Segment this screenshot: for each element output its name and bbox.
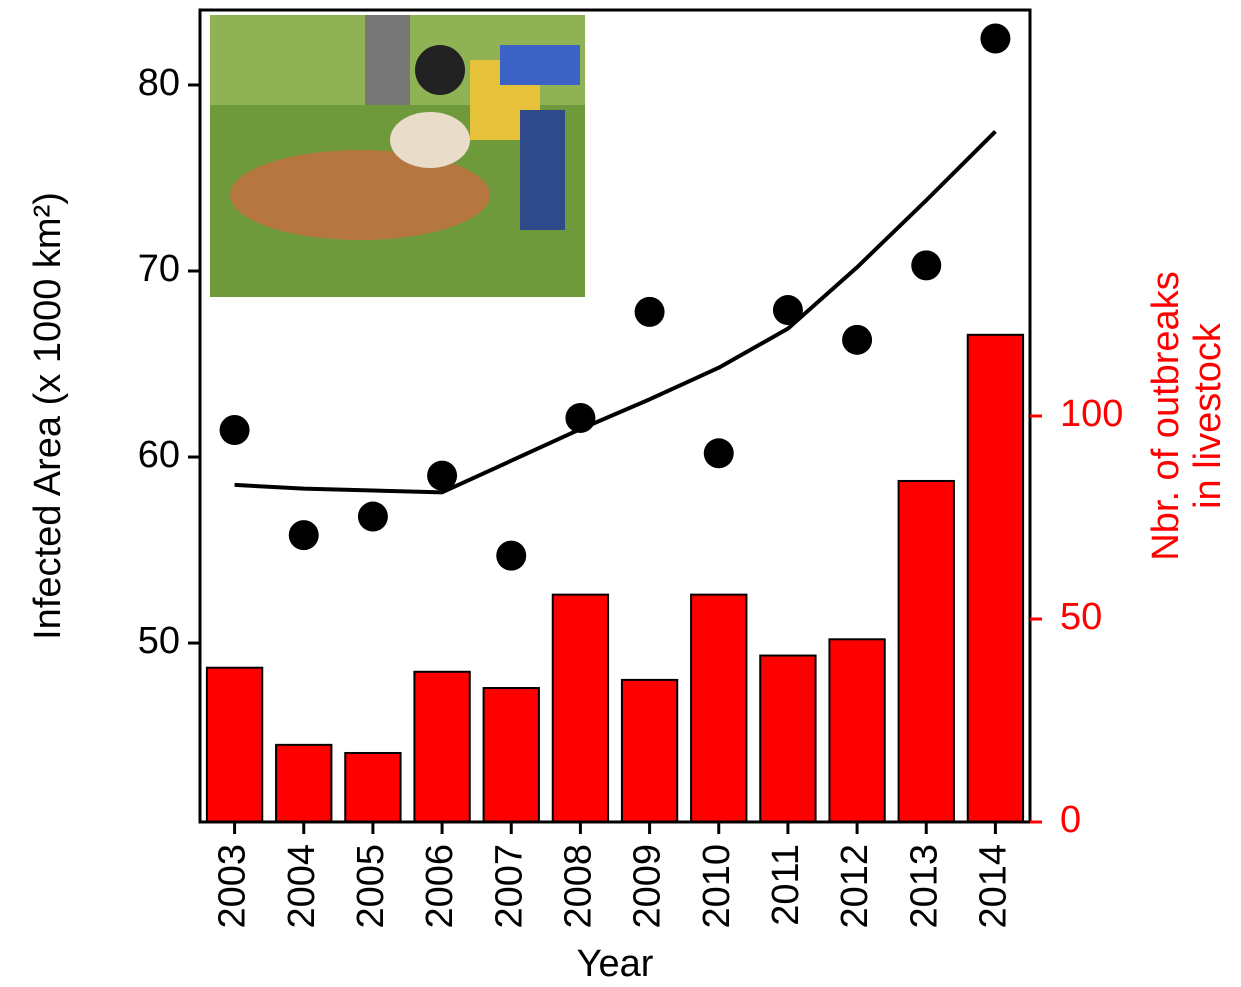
bar: [622, 680, 677, 822]
x-tick-label: 2008: [557, 844, 599, 929]
point: [220, 415, 250, 445]
y2-axis-title: Nbr. of outbreaks: [1145, 271, 1187, 560]
photo-inset: [210, 15, 585, 297]
x-tick-label: 2010: [696, 844, 738, 929]
point: [635, 297, 665, 327]
bar: [276, 745, 331, 822]
bar: [760, 656, 815, 822]
y2-tick-label: 100: [1060, 393, 1123, 435]
bar: [207, 668, 262, 822]
bar: [899, 481, 954, 822]
x-tick-label: 2006: [419, 844, 461, 929]
bar: [484, 688, 539, 822]
x-tick-label: 2009: [627, 844, 669, 929]
bar: [968, 335, 1023, 822]
bar: [553, 595, 608, 822]
x-tick-label: 2011: [765, 844, 807, 926]
y-tick-label: 70: [138, 248, 180, 290]
x-tick-label: 2014: [972, 844, 1014, 929]
bar: [829, 639, 884, 822]
y2-tick-label: 0: [1060, 799, 1081, 841]
chart: Infected Area (x 1000 km²) Nbr. of outbr…: [0, 0, 1241, 987]
bar: [345, 753, 400, 822]
point: [358, 502, 388, 532]
point: [842, 325, 872, 355]
y-axis-title: Infected Area (x 1000 km²): [27, 192, 69, 640]
bar: [414, 672, 469, 822]
x-tick-label: 2004: [281, 844, 323, 929]
y-tick-label: 60: [138, 434, 180, 476]
y-tick-label: 80: [138, 62, 180, 104]
point: [704, 438, 734, 468]
x-axis-title: Year: [577, 943, 654, 985]
bar: [691, 595, 746, 822]
x-tick-label: 2012: [834, 844, 876, 929]
y2-axis-title: in livestock: [1187, 322, 1229, 509]
x-tick-label: 2003: [212, 844, 254, 929]
point: [980, 23, 1010, 53]
point: [496, 541, 526, 571]
x-tick-label: 2013: [903, 844, 945, 929]
y-tick-label: 50: [138, 620, 180, 662]
x-tick-label: 2007: [488, 844, 530, 929]
y2-tick-label: 50: [1060, 596, 1102, 638]
point: [289, 520, 319, 550]
point: [911, 250, 941, 280]
x-tick-label: 2005: [350, 844, 392, 929]
